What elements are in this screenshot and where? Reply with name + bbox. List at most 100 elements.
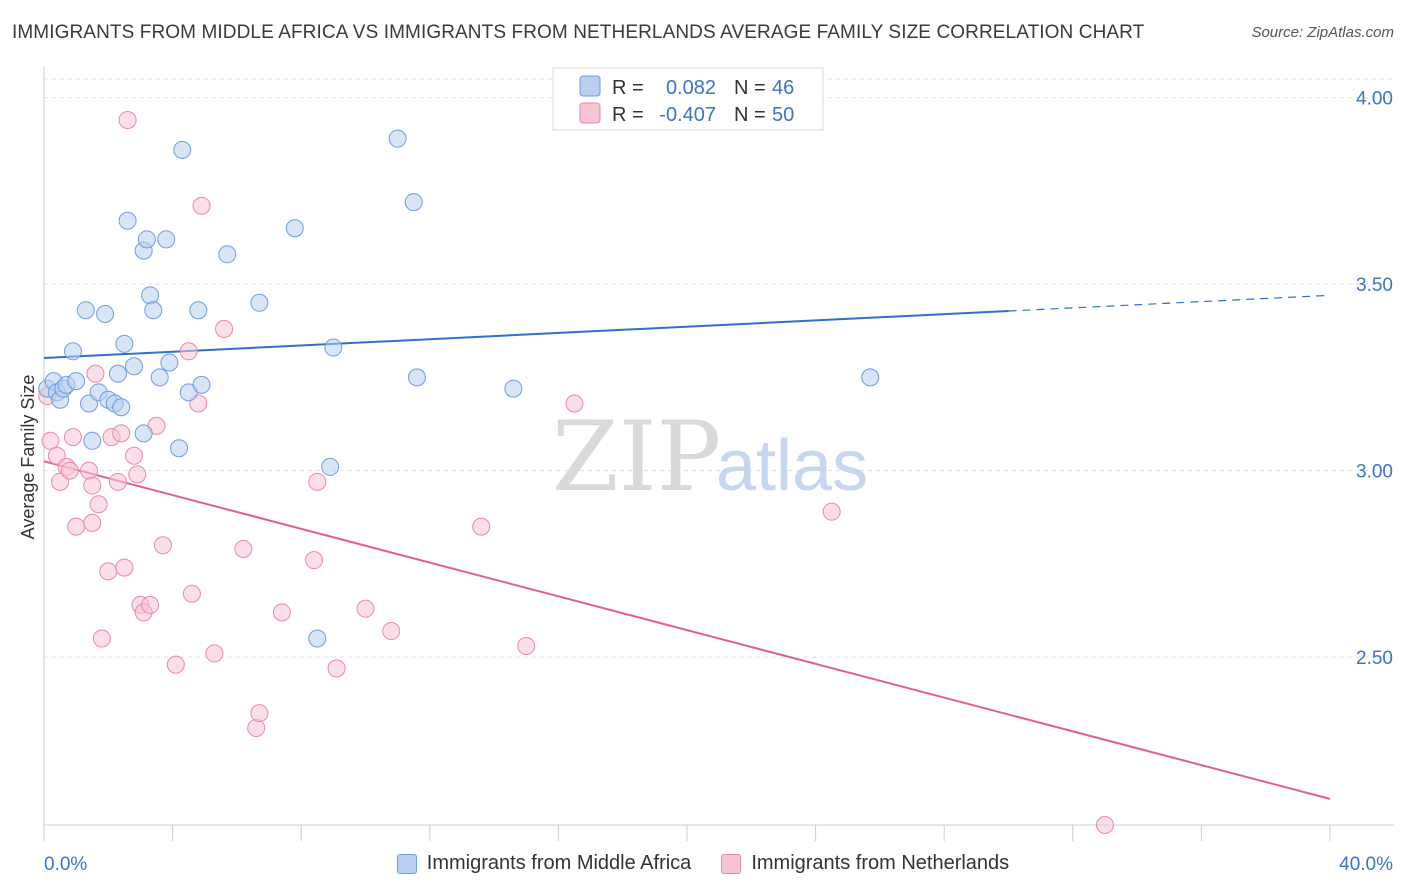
netherlands-point <box>112 424 131 443</box>
legend-n-label-1: N = <box>734 77 766 99</box>
netherlands-point <box>89 495 108 514</box>
series-legend: Immigrants from Middle Africa Immigrants… <box>0 852 1406 875</box>
netherlands-point <box>305 551 324 570</box>
middle-africa-point <box>404 193 423 212</box>
netherlands-point <box>41 431 60 450</box>
middle-africa-point <box>285 219 304 238</box>
source-credit: Source: ZipAtlas.com <box>1251 24 1394 41</box>
netherlands-point <box>250 704 269 723</box>
middle-africa-point <box>407 368 426 387</box>
legend-label-netherlands: Immigrants from Netherlands <box>751 852 1010 874</box>
netherlands-point <box>125 446 144 465</box>
netherlands-point <box>115 558 134 577</box>
netherlands-point <box>80 461 99 480</box>
legend-r-label-2: R = <box>612 104 644 126</box>
trend-line-middle-africa <box>43 310 1009 360</box>
netherlands-point <box>382 622 401 641</box>
netherlands-point <box>822 502 841 521</box>
y-tick-label: 2.50 <box>1356 648 1393 669</box>
middle-africa-point <box>137 230 156 249</box>
legend-r-value-2: -0.407 <box>659 104 716 126</box>
netherlands-point <box>153 536 172 555</box>
middle-africa-point <box>157 230 176 249</box>
legend-n-value-1: 46 <box>772 77 794 99</box>
netherlands-point <box>118 111 137 130</box>
trend-line-netherlands <box>43 460 1331 800</box>
y-axis-title: Average Family Size <box>18 375 38 540</box>
middle-africa-point <box>189 301 208 320</box>
middle-africa-point <box>861 368 880 387</box>
netherlands-point <box>83 513 102 532</box>
middle-africa-point <box>218 245 237 264</box>
middle-africa-point <box>76 301 95 320</box>
legend-swatch-pink <box>579 102 601 124</box>
y-tick-label: 3.50 <box>1356 275 1393 296</box>
netherlands-point <box>472 517 491 536</box>
netherlands-point <box>179 342 198 361</box>
middle-africa-point <box>83 431 102 450</box>
netherlands-point <box>327 659 346 678</box>
legend-n-label-2: N = <box>734 104 766 126</box>
trend-line-middle-africa-extension <box>1008 294 1331 312</box>
correlation-legend: R = 0.082 N = 46 R = -0.407 N = 50 <box>552 67 824 131</box>
legend-swatch-middle-africa <box>396 853 417 874</box>
middle-africa-point <box>118 211 137 230</box>
legend-r-label-1: R = <box>612 77 644 99</box>
netherlands-point <box>272 603 291 622</box>
middle-africa-point <box>144 301 163 320</box>
netherlands-point <box>108 472 127 491</box>
netherlands-point <box>192 196 211 215</box>
middle-africa-point <box>134 424 153 443</box>
y-tick-label: 3.00 <box>1356 462 1393 483</box>
middle-africa-point <box>150 368 169 387</box>
netherlands-point <box>83 476 102 495</box>
chart-title: IMMIGRANTS FROM MIDDLE AFRICA VS IMMIGRA… <box>12 22 1145 43</box>
middle-africa-point <box>96 304 115 323</box>
middle-africa-point <box>112 398 131 417</box>
middle-africa-point <box>192 375 211 394</box>
netherlands-point <box>63 428 82 447</box>
netherlands-point <box>234 539 253 558</box>
axes <box>43 66 1394 841</box>
middle-africa-point <box>67 372 86 391</box>
middle-africa-point <box>141 286 160 305</box>
x-tick-label: 40.0% <box>1339 854 1393 875</box>
netherlands-point <box>182 584 201 603</box>
y-tick-label: 4.00 <box>1356 89 1393 110</box>
grid-lines <box>44 78 1394 658</box>
watermark-atlas: atlas <box>716 426 868 506</box>
watermark-zip: ZIP <box>552 401 721 513</box>
legend-label-middle-africa: Immigrants from Middle Africa <box>426 852 692 874</box>
middle-africa-point <box>160 353 179 372</box>
legend-swatch-blue <box>579 75 601 97</box>
netherlands-point <box>166 655 185 674</box>
middle-africa-point <box>115 334 134 353</box>
middle-africa-point <box>504 379 523 398</box>
y-tick-labels: 2.50 3.00 3.50 4.00 <box>1356 89 1393 670</box>
legend-item-netherlands: Immigrants from Netherlands <box>721 852 1009 875</box>
netherlands-point <box>308 472 327 491</box>
legend-r-value-1: 0.082 <box>666 77 716 99</box>
trend-lines <box>43 294 1331 800</box>
netherlands-point <box>86 364 105 383</box>
legend-n-value-2: 50 <box>772 104 794 126</box>
middle-africa-point <box>324 338 343 357</box>
legend-item-middle-africa: Immigrants from Middle Africa <box>396 852 692 875</box>
netherlands-point <box>128 465 147 484</box>
netherlands-point <box>92 629 111 648</box>
netherlands-point <box>215 319 234 338</box>
legend-swatch-netherlands <box>721 853 742 874</box>
middle-africa-point <box>250 293 269 312</box>
netherlands-point <box>565 394 584 413</box>
x-tick-label: 0.0% <box>44 854 87 875</box>
series-middle-africa-points <box>38 129 880 648</box>
watermark: ZIP atlas <box>552 401 868 513</box>
middle-africa-point <box>308 629 327 648</box>
middle-africa-point <box>173 140 192 159</box>
netherlands-point <box>356 599 375 618</box>
netherlands-point <box>67 517 86 536</box>
middle-africa-point <box>108 364 127 383</box>
middle-africa-point <box>63 342 82 361</box>
netherlands-point <box>99 562 118 581</box>
